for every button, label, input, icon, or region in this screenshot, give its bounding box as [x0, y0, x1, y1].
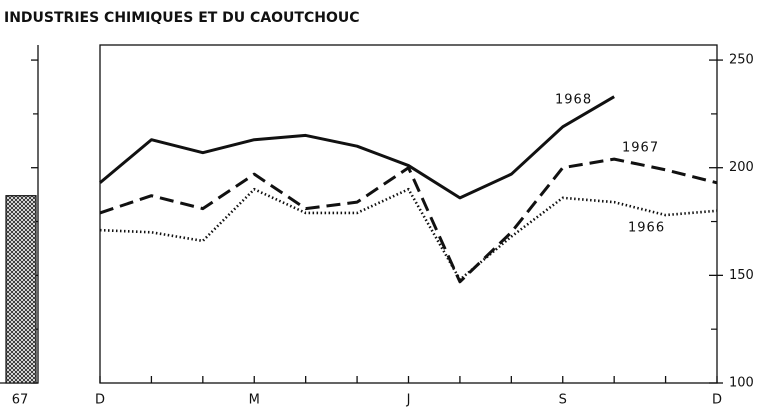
series-line	[99, 95, 615, 200]
chart-title: INDUSTRIES CHIMIQUES ET DU CAOUTCHOUC	[4, 10, 360, 26]
y-tick-label: 100	[729, 376, 754, 391]
x-tick-label: D	[95, 393, 105, 408]
y-tick-label: 150	[729, 268, 754, 283]
series-line	[99, 187, 718, 281]
y-tick-label: 200	[729, 160, 754, 175]
x-tick-label: M	[249, 393, 260, 408]
annual-bar-label: 67	[12, 393, 29, 408]
series-label: 1967	[622, 141, 659, 156]
series-label: 1968	[555, 93, 592, 108]
plot-frame	[99, 44, 718, 384]
series-label: 1966	[628, 221, 665, 236]
annual-bar	[5, 195, 37, 384]
x-tick-label: D	[712, 393, 722, 408]
x-tick-label: J	[406, 393, 411, 408]
y-tick-label: 250	[729, 53, 754, 68]
x-tick-label: S	[559, 393, 567, 408]
series-line	[99, 157, 718, 284]
